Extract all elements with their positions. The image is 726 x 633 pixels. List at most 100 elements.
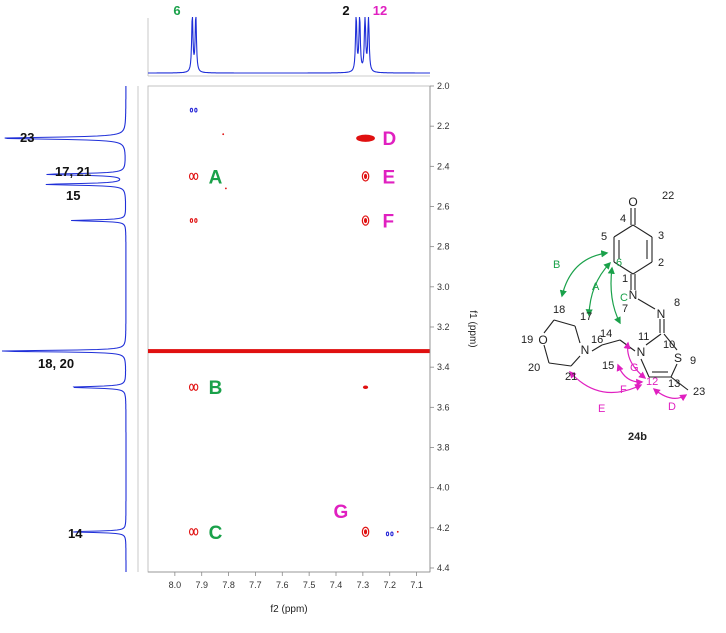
y-axis-title: f1 (ppm)	[467, 310, 478, 347]
plot-area: A B C DE F G	[147, 85, 431, 573]
minor-signal-0-left	[189, 107, 194, 113]
bond-c20-c21	[548, 362, 572, 367]
atom-n11: N	[637, 345, 646, 359]
f2-label-12: 12	[373, 3, 387, 18]
f1-projection	[1, 86, 139, 572]
x-tick-label-2: 7.8	[222, 580, 235, 590]
num-7: 7	[622, 303, 628, 315]
bond-o19-c20	[543, 344, 550, 364]
f2-label-6: 6	[173, 3, 180, 18]
y-tick-label-1: 2.2	[437, 121, 450, 131]
minor-signal-5	[385, 531, 394, 537]
x-tick-label-7: 7.3	[357, 580, 370, 590]
f2-projection	[147, 16, 430, 77]
num-3: 3	[658, 230, 664, 242]
y-axis: 2.0 2.2 2.4 2.6 2.8 3.0 3.2 3.4 3.6 3.8 4.0 4.2 4.4	[429, 81, 450, 573]
molecule-structure	[543, 208, 689, 391]
atom-n16: N	[581, 343, 590, 357]
bond-c14-n16	[591, 344, 603, 352]
arrow-b	[559, 250, 609, 298]
arrow-label-a: A	[592, 281, 600, 293]
num-10: 10	[663, 339, 675, 351]
num-18: 18	[553, 304, 565, 316]
cross-peak-B	[188, 383, 199, 391]
arrow-c	[607, 266, 621, 325]
minor-signal-1	[222, 133, 225, 136]
cross-peak-E-outer	[361, 171, 370, 182]
num-14: 14	[600, 328, 612, 340]
f2-label-2: 2	[342, 3, 349, 18]
arrow-d	[652, 388, 688, 402]
num-23: 23	[693, 386, 705, 398]
minor-signal-3	[189, 218, 198, 223]
x-tick-label-5: 7.5	[303, 580, 316, 590]
num-5: 5	[601, 231, 607, 243]
num-22: 22	[662, 190, 674, 202]
cross-peak-B-right	[193, 383, 199, 391]
minor-signal-3-right	[194, 218, 198, 223]
cross-peak-G	[361, 526, 370, 538]
x-tick-label-8: 7.2	[383, 580, 396, 590]
x-tick-label-4: 7.6	[276, 580, 289, 590]
bond-c2-c1	[632, 261, 653, 275]
minor-signal-4	[362, 385, 369, 390]
x-tick-label-3: 7.7	[249, 580, 262, 590]
num-21: 21	[565, 371, 577, 383]
f1-projection-labels: 23 17, 21 15 18, 20 14	[20, 130, 91, 541]
atom-n8: N	[657, 307, 666, 321]
f1-label-2: 15	[66, 188, 80, 203]
cross-peak-C-right	[193, 528, 199, 536]
cross-peak-labels: A B C DE F G	[209, 129, 397, 544]
x-tick-label-6: 7.4	[330, 580, 343, 590]
num-16: 16	[591, 334, 603, 346]
cross-peak-G-inner	[363, 529, 368, 535]
arrow-label-b: B	[553, 259, 560, 271]
arrow-label-d: D	[668, 401, 676, 413]
f2-projection-labels: 6 2 12	[173, 3, 387, 18]
y-tick-label-12: 4.4	[437, 563, 450, 573]
t1-noise-ridge	[148, 349, 430, 354]
y-tick-label-5: 3.0	[437, 282, 450, 292]
bond-n16-c17	[574, 325, 581, 344]
bond-s-c13	[670, 363, 678, 378]
cross-peak-A-left	[188, 172, 194, 181]
num-19: 19	[521, 334, 533, 346]
num-20: 20	[528, 362, 540, 374]
y-tick-label-0: 2.0	[437, 81, 450, 91]
atom-o22: O	[628, 195, 637, 209]
num-1: 1	[622, 273, 628, 285]
minor-signal-2	[224, 187, 227, 190]
bond-c18-o19	[543, 319, 555, 334]
plot-frame	[147, 85, 431, 573]
minor-signal-5-right	[390, 531, 394, 537]
bond-c5-c4	[613, 224, 634, 238]
cross-peak-label-F: F	[383, 212, 395, 233]
bond-c15-c14	[601, 339, 621, 346]
cross-peak-B-left	[188, 383, 194, 391]
x-tick-label-9: 7.1	[410, 580, 423, 590]
y-tick-label-7: 3.4	[437, 362, 450, 372]
compound-name: 24b	[628, 431, 647, 443]
cross-peak-label-G: G	[334, 502, 349, 523]
bond-c13-c23	[670, 376, 689, 391]
cross-peak-label-B: B	[209, 378, 223, 399]
cross-peak-label-E: E	[383, 167, 396, 188]
cross-peak-F-outer	[361, 215, 370, 226]
cross-peak-E-inner	[363, 173, 368, 179]
minor-signal-0	[189, 107, 198, 113]
cross-peak-F	[361, 215, 370, 226]
cross-peak-label-A: A	[209, 167, 223, 188]
cross-peak-label-D: D	[383, 129, 397, 150]
x-tick-label-1: 7.9	[195, 580, 208, 590]
cross-peak-A	[188, 172, 199, 181]
bond-c4-c3	[632, 224, 653, 238]
y-tick-label-6: 3.2	[437, 322, 450, 332]
f1-label-3: 18, 20	[38, 356, 74, 371]
num-6: 6	[616, 257, 622, 269]
arrow-label-e: E	[598, 403, 605, 415]
arrow-label-f: F	[620, 384, 627, 396]
bond-c10-s	[663, 333, 678, 351]
x-tick-label-0: 8.0	[169, 580, 182, 590]
bond-c17-c18	[553, 319, 576, 327]
